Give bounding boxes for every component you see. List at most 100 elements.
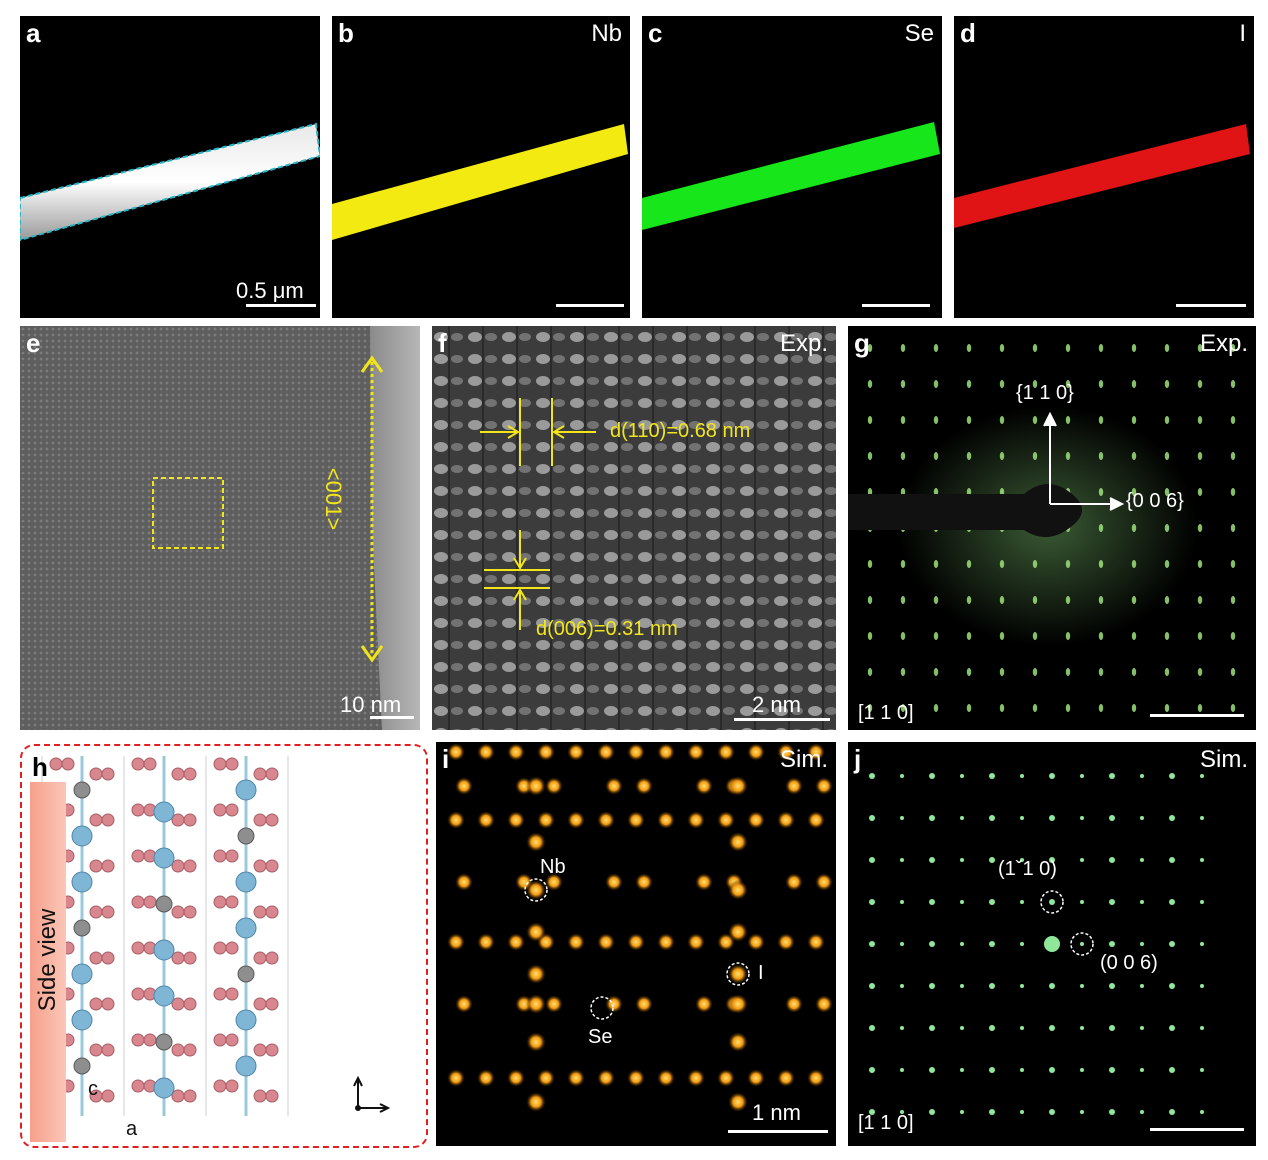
- se-atom: [101, 813, 115, 827]
- simulated-atom: [447, 933, 465, 951]
- se-atom: [101, 767, 115, 781]
- sim-diffraction-spot: [1169, 1025, 1175, 1031]
- panel-d: d I: [954, 16, 1254, 318]
- diffraction-spot: [1065, 632, 1071, 640]
- sim-diffraction-spot: [960, 1026, 964, 1030]
- sim-diffraction-spot: [869, 773, 875, 779]
- se-atom: [89, 1043, 103, 1057]
- se-atom: [265, 951, 279, 965]
- nb-atom: [71, 1009, 93, 1031]
- se-map: [642, 122, 940, 230]
- se-atom: [89, 905, 103, 919]
- panel-e: e <001> 10 nm: [20, 326, 420, 730]
- sim-diffraction-spot: [989, 941, 995, 947]
- diffraction-spot: [1131, 632, 1137, 640]
- se-atom: [183, 951, 197, 965]
- sim-diffraction-spot: [960, 1068, 964, 1072]
- nb-atom: [71, 963, 93, 985]
- se-atom: [265, 813, 279, 827]
- diffraction-spot: [1032, 704, 1038, 712]
- diffraction-spot: [933, 344, 939, 352]
- column-atom: [526, 994, 546, 1014]
- sim-diffraction-spot: [1169, 1109, 1175, 1115]
- panel-c: c Se: [642, 16, 942, 318]
- simulated-atom: [747, 1069, 765, 1087]
- sim-diffraction-spot: [1049, 1109, 1055, 1115]
- simulated-atom: [605, 873, 623, 891]
- sim-diffraction-spot: [1200, 942, 1204, 946]
- panel-b: b Nb: [332, 16, 630, 318]
- simulated-atom: [597, 743, 615, 761]
- se-atom: [265, 1043, 279, 1057]
- diffraction-spot: [867, 632, 873, 640]
- diffraction-spot: [933, 632, 939, 640]
- diffraction-spot: [1065, 452, 1071, 460]
- se-atom: [131, 895, 145, 909]
- axis-a-label: a: [126, 1118, 138, 1140]
- simulated-atom: [815, 995, 833, 1013]
- nb-atom: [71, 825, 93, 847]
- simulated-image: [447, 743, 833, 1112]
- scale-label: 1 nm: [752, 1100, 801, 1125]
- diffraction-spot: [1032, 344, 1038, 352]
- diffraction-spot: [1098, 560, 1104, 568]
- simulated-atom: [507, 933, 525, 951]
- diffraction-spot: [933, 704, 939, 712]
- sim-diffraction-spot: [900, 942, 904, 946]
- diffraction-spot: [1197, 488, 1203, 496]
- se-atom: [171, 951, 185, 965]
- simulated-atom: [567, 933, 585, 951]
- sim-diffraction-spot: [1200, 984, 1204, 988]
- spot-006-label: (0 0 6): [1100, 952, 1158, 974]
- se-atom: [265, 1089, 279, 1103]
- sim-diffraction-spot: [900, 1026, 904, 1030]
- se-atom: [171, 859, 185, 873]
- diffraction-spot: [1197, 416, 1203, 424]
- sim-diffraction-spot: [989, 1067, 995, 1073]
- sim-diffraction-spot: [900, 900, 904, 904]
- simulated-atom: [627, 1069, 645, 1087]
- diffraction-spot: [1032, 632, 1038, 640]
- sim-diffraction-spot: [1080, 816, 1084, 820]
- i-map: [954, 124, 1250, 228]
- scale-bar: [862, 304, 930, 307]
- sim-diffraction-spot: [900, 1068, 904, 1072]
- nb-atom: [235, 871, 257, 893]
- column-atom: [728, 964, 748, 984]
- sim-diffraction-spot: [1080, 774, 1084, 778]
- column-atom: [526, 1092, 546, 1112]
- diffraction-spot: [966, 380, 972, 388]
- diffraction-spot: [999, 452, 1005, 460]
- diffraction-spot: [900, 560, 906, 568]
- panel-letter: e: [26, 328, 41, 358]
- diffraction-spot: [999, 596, 1005, 604]
- sim-diffraction-spot: [960, 900, 964, 904]
- se-atom: [225, 1079, 239, 1093]
- scale-bar: [556, 304, 624, 307]
- diffraction-spot: [900, 380, 906, 388]
- element-label: Nb: [591, 20, 622, 47]
- se-atom: [183, 813, 197, 827]
- sim-diffraction-spot: [1080, 984, 1084, 988]
- zone-axis-label: [1 1 0]: [858, 1112, 914, 1134]
- diffraction-spot: [966, 704, 972, 712]
- panel-letter: d: [960, 18, 976, 48]
- diffraction-spot: [1164, 416, 1170, 424]
- scale-label: 2 nm: [752, 692, 801, 717]
- diffraction-spot: [933, 452, 939, 460]
- simulated-atom: [815, 777, 833, 795]
- sim-diffraction-spot: [1049, 773, 1055, 779]
- panel-letter: a: [26, 18, 41, 48]
- se-atom: [171, 905, 185, 919]
- column-atom: [728, 832, 748, 852]
- simulated-atom: [507, 743, 525, 761]
- simulated-atom: [545, 995, 563, 1013]
- se-atom: [101, 1043, 115, 1057]
- diffraction-spot: [1131, 380, 1137, 388]
- simulated-atom: [717, 743, 735, 761]
- simulated-atom: [627, 933, 645, 951]
- diffraction-spot: [1230, 596, 1236, 604]
- nb-atom: [235, 779, 257, 801]
- sim-diffraction-spot: [869, 1025, 875, 1031]
- diffraction-spot: [1230, 668, 1236, 676]
